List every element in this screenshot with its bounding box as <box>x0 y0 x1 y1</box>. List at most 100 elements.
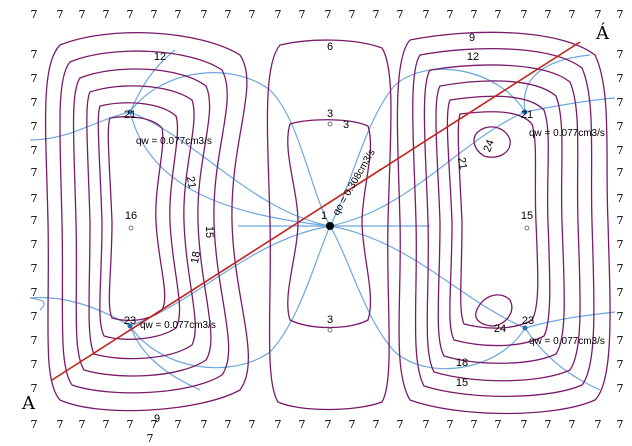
well-markers <box>127 109 530 333</box>
boundary-value: 7 <box>617 48 624 61</box>
boundary-value: 7 <box>31 418 38 431</box>
boundary-value: 7 <box>249 8 256 21</box>
contour-label: 21 <box>455 156 469 170</box>
contour-labels: 6 12 9 9 12 3 3 3 1 21 21 16 15 18 23 21… <box>124 32 534 425</box>
streamline <box>29 296 131 327</box>
boundary-value: 7 <box>31 166 38 179</box>
boundary-value: 7 <box>299 418 306 431</box>
boundary-value: 7 <box>79 418 86 431</box>
boundary-value: 7 <box>471 418 478 431</box>
boundary-value: 7 <box>617 144 624 157</box>
streamline <box>523 54 591 113</box>
contour-line <box>473 126 511 158</box>
boundary-value: 7 <box>325 8 332 21</box>
streamline <box>129 111 331 227</box>
boundary-value: 7 <box>617 120 624 133</box>
observation-point-marker <box>327 327 333 333</box>
streamline <box>29 111 131 141</box>
boundary-value: 7 <box>569 8 576 21</box>
boundary-value: 7 <box>57 8 64 21</box>
contour-label: 21 <box>184 175 198 189</box>
streamline <box>129 72 331 227</box>
boundary-value: 7 <box>447 8 454 21</box>
boundary-value-grid: 7 7 7 7 7 7 7 7 7 7 7 7 7 7 7 7 7 7 7 7 7 7 7 7 7 7 7 7 7 7 7 7 7 7 7 7 7 7 7 7… <box>31 8 624 445</box>
contour-label: 6 <box>327 41 333 53</box>
boundary-value: 7 <box>31 120 38 133</box>
contour-label: 24 <box>494 323 506 335</box>
boundary-value: 7 <box>31 192 38 205</box>
observation-point-marker <box>128 225 134 231</box>
boundary-value: 7 <box>545 418 552 431</box>
boundary-value: 7 <box>471 8 478 21</box>
contour-line <box>412 48 595 397</box>
boundary-value: 7 <box>325 418 332 431</box>
streamlines <box>29 49 616 391</box>
section-end-label: Á <box>595 21 610 44</box>
injection-well-marker <box>127 109 133 115</box>
boundary-value: 7 <box>147 432 154 445</box>
boundary-value: 7 <box>249 418 256 431</box>
boundary-value: 7 <box>495 8 502 21</box>
contour-label: 15 <box>203 226 215 238</box>
streamline <box>524 311 616 329</box>
boundary-value: 7 <box>617 72 624 85</box>
observation-point-marker <box>524 225 530 231</box>
boundary-value: 7 <box>545 8 552 21</box>
left-contours <box>44 32 250 412</box>
boundary-value: 7 <box>423 418 430 431</box>
boundary-value: 7 <box>103 418 110 431</box>
boundary-value: 7 <box>31 48 38 61</box>
boundary-value: 7 <box>31 96 38 109</box>
boundary-value: 7 <box>349 8 356 21</box>
boundary-value: 7 <box>617 262 624 275</box>
contour-label: 16 <box>125 210 137 222</box>
boundary-value: 7 <box>31 310 38 323</box>
boundary-value: 7 <box>201 418 208 431</box>
contour-line <box>457 111 539 329</box>
flow-rate-label: qw = 0.077cm3/s <box>529 336 605 347</box>
boundary-value: 7 <box>151 8 158 21</box>
contour-label: 3 <box>343 119 349 131</box>
right-contours <box>396 31 611 415</box>
contour-label: 23 <box>522 315 534 327</box>
boundary-value: 7 <box>31 238 38 251</box>
boundary-value: 7 <box>127 418 134 431</box>
boundary-value: 7 <box>225 8 232 21</box>
boundary-value: 7 <box>31 144 38 157</box>
streamline <box>524 97 616 113</box>
contour-label: 24 <box>481 138 496 154</box>
boundary-value: 7 <box>225 418 232 431</box>
boundary-value: 7 <box>175 8 182 21</box>
contour-line <box>475 294 513 327</box>
boundary-value: 7 <box>31 214 38 227</box>
contour-label: 1 <box>321 210 327 222</box>
streamline <box>129 325 201 391</box>
boundary-value: 7 <box>617 96 624 109</box>
boundary-value: 7 <box>151 418 158 431</box>
boundary-value: 7 <box>447 418 454 431</box>
contour-line <box>44 32 250 412</box>
section-line <box>51 41 581 381</box>
boundary-value: 7 <box>617 382 624 395</box>
boundary-value: 7 <box>31 286 38 299</box>
contour-label: 18 <box>189 250 203 264</box>
boundary-value: 7 <box>31 382 38 395</box>
contour-label: 18 <box>456 357 468 369</box>
boundary-value: 7 <box>569 418 576 431</box>
streamline <box>329 225 526 370</box>
boundary-value: 7 <box>617 238 624 251</box>
boundary-value: 7 <box>617 214 624 227</box>
boundary-value: 7 <box>373 418 380 431</box>
contour-line <box>423 64 581 382</box>
boundary-value: 7 <box>617 166 624 179</box>
flow-rate-label: qw = 0.077cm3/s <box>136 136 212 147</box>
streamline <box>129 225 331 369</box>
boundary-value: 7 <box>617 358 624 371</box>
boundary-value: 7 <box>31 358 38 371</box>
flow-rate-label: qw = 0.077cm3/s <box>140 320 216 331</box>
contour-label: 12 <box>467 51 479 63</box>
contour-line <box>266 39 392 411</box>
contour-line <box>396 31 611 415</box>
boundary-value: 7 <box>595 418 602 431</box>
